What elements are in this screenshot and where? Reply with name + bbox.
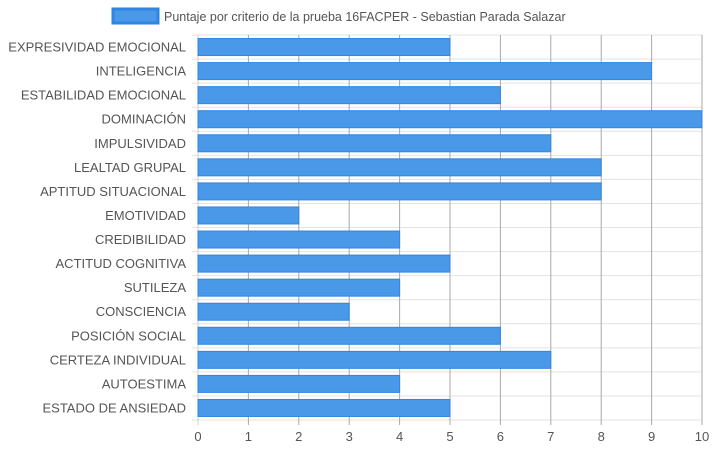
legend[interactable]: Puntaje por criterio de la prueba 16FACP… xyxy=(111,7,566,25)
x-axis-labels: 0 1 2 3 4 5 6 7 8 9 10 xyxy=(194,429,709,444)
bar[interactable] xyxy=(197,278,401,297)
bars xyxy=(197,38,703,417)
x-tick-label: 6 xyxy=(497,429,504,444)
x-tick-label: 1 xyxy=(245,429,252,444)
bar[interactable] xyxy=(197,182,602,201)
y-tick-label: CREDIBILIDAD xyxy=(95,232,186,247)
x-tick-label: 9 xyxy=(648,429,655,444)
y-tick-label: SUTILEZA xyxy=(124,280,186,295)
y-tick-label: INTELIGENCIA xyxy=(96,64,187,79)
y-tick-label: CERTEZA INDIVIDUAL xyxy=(50,352,186,367)
bar[interactable] xyxy=(197,62,653,81)
bar[interactable] xyxy=(197,302,350,321)
bar[interactable] xyxy=(197,350,552,369)
bar[interactable] xyxy=(197,374,401,393)
y-tick-label: CONSCIENCIA xyxy=(96,304,187,319)
bar[interactable] xyxy=(197,230,401,249)
y-tick-label: AUTOESTIMA xyxy=(102,376,187,391)
y-tick-label: EXPRESIVIDAD EMOCIONAL xyxy=(8,40,186,55)
y-tick-label: ACTITUD COGNITIVA xyxy=(56,256,187,271)
y-tick-label: ESTADO DE ANSIEDAD xyxy=(42,400,186,415)
bar[interactable] xyxy=(197,254,451,273)
x-tick-label: 5 xyxy=(446,429,453,444)
y-tick-label: ESTABILIDAD EMOCIONAL xyxy=(21,88,186,103)
bar[interactable] xyxy=(197,398,451,417)
y-tick-label: EMOTIVIDAD xyxy=(105,208,186,223)
x-tick-label: 4 xyxy=(396,429,403,444)
x-tick-label: 10 xyxy=(695,429,709,444)
y-tick-label: APTITUD SITUACIONAL xyxy=(40,184,186,199)
y-tick-label: IMPULSIVIDAD xyxy=(94,136,186,151)
x-tick-label: 7 xyxy=(547,429,554,444)
bar[interactable] xyxy=(197,38,451,57)
bar[interactable] xyxy=(197,326,501,345)
x-tick-label: 2 xyxy=(295,429,302,444)
bar[interactable] xyxy=(197,110,703,129)
bar[interactable] xyxy=(197,158,602,177)
bar[interactable] xyxy=(197,86,501,105)
y-tick-label: LEALTAD GRUPAL xyxy=(74,160,186,175)
legend-label[interactable]: Puntaje por criterio de la prueba 16FACP… xyxy=(164,10,566,24)
x-tick-label: 3 xyxy=(346,429,353,444)
y-tick-label: POSICIÓN SOCIAL xyxy=(71,328,186,343)
y-tick-label: DOMINACIÓN xyxy=(102,112,187,127)
bar[interactable] xyxy=(197,206,300,225)
x-tick-label: 8 xyxy=(598,429,605,444)
bar[interactable] xyxy=(197,134,552,153)
legend-swatch[interactable] xyxy=(111,7,160,25)
x-tick-label: 0 xyxy=(194,429,201,444)
y-axis-labels: EXPRESIVIDAD EMOCIONAL INTELIGENCIA ESTABI… xyxy=(8,40,186,416)
